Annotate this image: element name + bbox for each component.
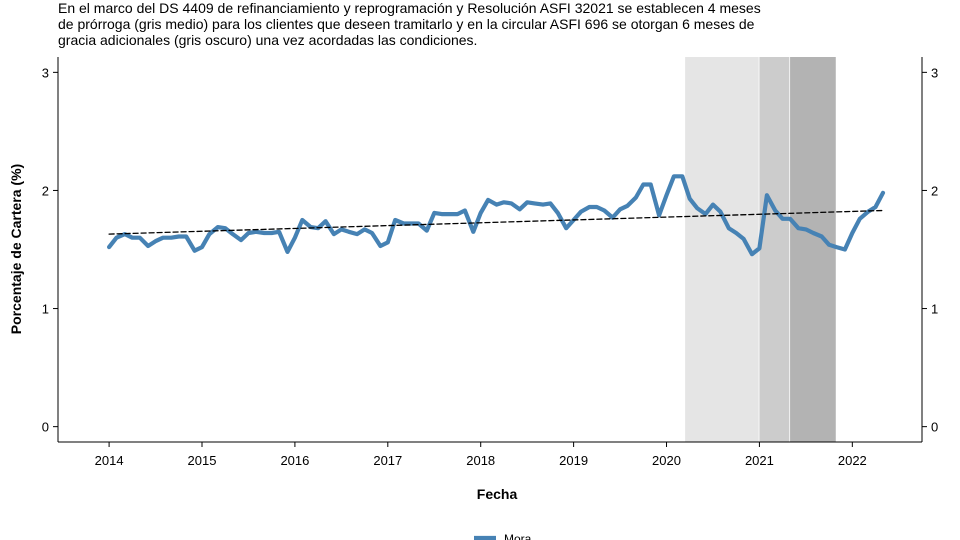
x-tick-label: 2022 [838, 453, 867, 468]
x-tick-label: 2020 [652, 453, 681, 468]
trend-line [108, 209, 884, 235]
y-tick-label-left: 3 [42, 65, 49, 80]
x-tick-label: 2019 [559, 453, 588, 468]
y-tick-label-right: 3 [931, 65, 938, 80]
shaded-period-3 [790, 57, 837, 442]
x-tick-label: 2017 [373, 453, 402, 468]
y-tick-label-right: 0 [931, 420, 938, 435]
y-tick-label-right: 1 [931, 302, 938, 317]
x-tick-label: 2014 [95, 453, 124, 468]
legend-label-mora: Mora [504, 532, 532, 540]
y-tick-label-right: 2 [931, 183, 938, 198]
legend: Mora [474, 532, 532, 540]
series-line-mora [106, 174, 886, 257]
shaded-period-2 [759, 57, 791, 442]
series-layer [106, 174, 886, 257]
tick-labels: 2014 2015 2016 2017 2018 2019 2020 2021 2022 0 0 1 1… [42, 65, 938, 468]
x-axis-title: Fecha [477, 486, 518, 502]
x-tick-label: 2015 [188, 453, 217, 468]
x-tick-label: 2016 [280, 453, 309, 468]
y-tick-label-left: 1 [42, 302, 49, 317]
x-tick-label: 2021 [745, 453, 774, 468]
y-tick-label-left: 2 [42, 183, 49, 198]
chart-caption: En el marco del DS 4409 de refinanciamie… [58, 0, 761, 48]
x-tick-label: 2018 [466, 453, 495, 468]
y-axis-title: Porcentaje de Cartera (%) [8, 164, 24, 334]
y-tick-label-left: 0 [42, 420, 49, 435]
